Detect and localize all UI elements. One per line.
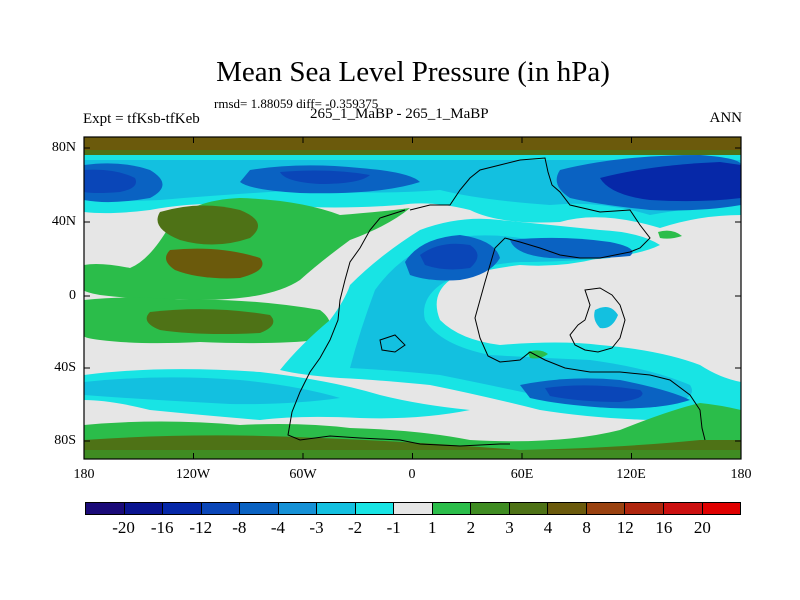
lon-tick-label: 180 bbox=[73, 467, 95, 482]
colorbar-label: 12 bbox=[616, 518, 634, 537]
colorbar-swatch bbox=[201, 503, 241, 514]
south-pacific-high-core bbox=[146, 309, 274, 334]
colorbar-label: -20 bbox=[112, 518, 135, 537]
lon-tick-label: 120E bbox=[616, 467, 646, 482]
colorbar-swatch bbox=[240, 503, 279, 514]
lat-tick-label: 80S bbox=[54, 433, 76, 448]
lon-tick-marks bbox=[83, 137, 742, 459]
colorbar-label: -8 bbox=[232, 518, 247, 537]
small-positive-patch bbox=[528, 350, 548, 359]
colorbar-swatch bbox=[471, 503, 510, 514]
lat-tick-label: 80N bbox=[51, 140, 76, 155]
small-positive-patch-2 bbox=[658, 230, 682, 239]
colorbar-swatch bbox=[663, 503, 703, 514]
season-label: ANN bbox=[709, 110, 743, 126]
lon-tick-label: 60E bbox=[510, 467, 534, 482]
colorbar-swatch bbox=[509, 503, 549, 514]
experiment-label: Expt = tfKsb-tfKeb bbox=[83, 111, 200, 127]
africa-low-core-2 bbox=[420, 243, 478, 270]
colorbar-swatch bbox=[625, 503, 664, 514]
colorbar-label: 2 bbox=[466, 518, 476, 537]
colorbar-label: -16 bbox=[150, 518, 174, 537]
rmsd-diff-stats: rmsd= 1.88059 diff= -0.359375 bbox=[214, 96, 379, 111]
chart-title: Mean Sea Level Pressure (in hPa) bbox=[216, 56, 610, 88]
north-pacific-high-core bbox=[157, 205, 258, 245]
colorbar-swatch bbox=[586, 503, 626, 514]
lat-tick-label: 40N bbox=[51, 214, 76, 229]
siberian-low-core bbox=[600, 162, 741, 202]
lon-tick-label: 60W bbox=[289, 467, 317, 482]
colorbar-label: 4 bbox=[543, 518, 553, 537]
run-comparison-label: 265_1_MaBP - 265_1_MaBP bbox=[310, 106, 489, 122]
lon-tick-label: 180 bbox=[730, 467, 752, 482]
southern-negative-belt-mid bbox=[84, 377, 340, 405]
colorbar-label: 20 bbox=[693, 518, 711, 537]
lon-tick-label: 0 bbox=[408, 467, 416, 482]
colorbar bbox=[85, 502, 741, 515]
colorbar-label: 1 bbox=[428, 518, 437, 537]
lat-tick-label: 0 bbox=[69, 288, 76, 303]
colorbar-swatch bbox=[702, 503, 741, 514]
small-negative-patch bbox=[594, 306, 618, 329]
colorbar-label: -1 bbox=[386, 518, 401, 537]
colorbar-swatch bbox=[548, 503, 587, 514]
lat-tick-label: 40S bbox=[54, 360, 76, 375]
colorbar-label: 16 bbox=[655, 518, 673, 537]
north-atlantic-low-core bbox=[280, 170, 370, 184]
colorbar-label: 3 bbox=[505, 518, 514, 537]
colorbar-swatch bbox=[317, 503, 356, 514]
colorbar-label: -4 bbox=[270, 518, 286, 537]
coastlines bbox=[287, 157, 706, 447]
lat-tick-marks bbox=[84, 147, 741, 442]
north-polar-band-2 bbox=[84, 150, 741, 158]
asia-band-low bbox=[510, 237, 633, 259]
north-pacific-high-core-2 bbox=[166, 248, 263, 279]
colorbar-label: -3 bbox=[309, 518, 324, 537]
colorbar-swatch bbox=[355, 503, 395, 514]
colorbar-swatch bbox=[124, 503, 164, 514]
north-pacific-high bbox=[84, 198, 410, 300]
colorbar-label: -2 bbox=[348, 518, 363, 537]
colorbar-swatch bbox=[278, 503, 318, 514]
lon-tick-label: 120W bbox=[175, 467, 211, 482]
colorbar-swatch bbox=[163, 503, 202, 514]
colorbar-label: 8 bbox=[582, 518, 591, 537]
north-polar-band bbox=[84, 137, 741, 151]
southern-ocean-low-core bbox=[545, 385, 643, 402]
colorbar-swatch bbox=[394, 503, 433, 514]
colorbar-swatch bbox=[432, 503, 472, 514]
colorbar-swatch bbox=[86, 503, 125, 514]
north-pacific-low-core bbox=[84, 169, 136, 193]
colorbar-label: -12 bbox=[189, 518, 213, 537]
